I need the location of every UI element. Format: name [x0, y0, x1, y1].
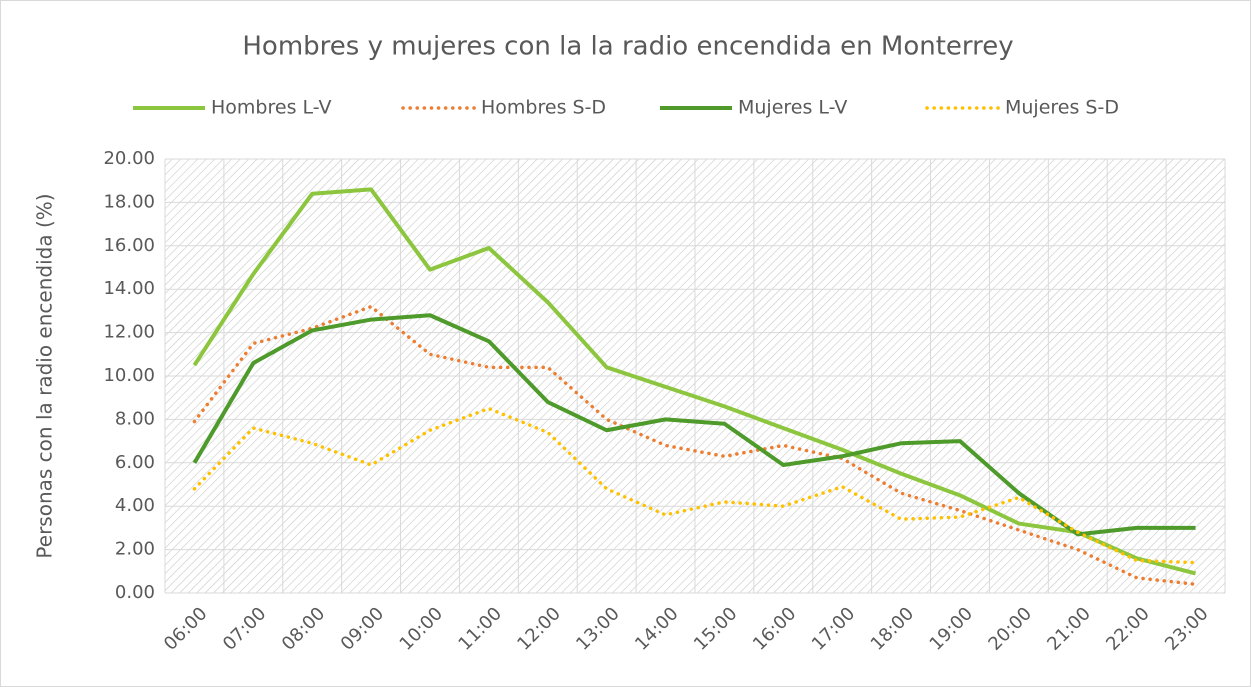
y-tick-label: 6.00: [115, 452, 155, 473]
legend-label: Mujeres L-V: [738, 97, 847, 119]
y-tick-label: 0.00: [115, 582, 155, 603]
y-axis-label: Personas con la radio encendida (%): [33, 193, 57, 558]
legend-label: Hombres L-V: [211, 97, 332, 119]
y-tick-label: 18.00: [103, 191, 155, 212]
series-line: [192, 406, 1198, 565]
y-tick-label: 12.00: [103, 322, 155, 343]
y-tick-label: 14.00: [103, 278, 155, 299]
legend-label: Mujeres S-D: [1005, 97, 1119, 119]
series-line: [192, 313, 1196, 537]
y-tick-label: 4.00: [115, 495, 155, 516]
y-tick-label: 2.00: [115, 539, 155, 560]
series-line: [192, 304, 1198, 587]
legend-label: Hombres S-D: [481, 97, 606, 119]
y-tick-label: 8.00: [115, 408, 155, 429]
y-tick-label: 16.00: [103, 235, 155, 256]
chart-title: Hombres y mujeres con la la radio encend…: [242, 32, 1013, 62]
y-tick-label: 10.00: [103, 365, 155, 386]
series-line: [192, 187, 1197, 576]
y-tick-label: 20.00: [103, 148, 155, 169]
